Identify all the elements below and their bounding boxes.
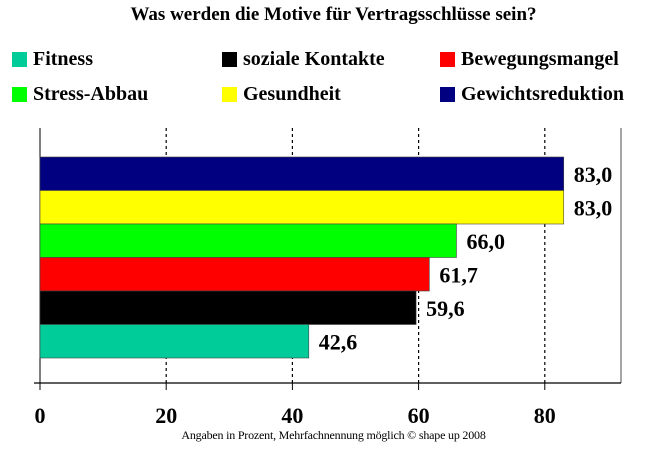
legend-swatch xyxy=(222,87,237,102)
legend-label: Gesundheit xyxy=(243,83,341,105)
footnote: Angaben in Prozent, Mehrfachnennung mögl… xyxy=(181,428,486,442)
chart-title: Was werden die Motive für Vertragsschlüs… xyxy=(130,4,537,25)
bar-stress-abbau xyxy=(39,223,457,258)
legend-label: Stress-Abbau xyxy=(33,83,149,105)
data-label: 83,0 xyxy=(574,162,613,187)
legend-item: Fitness xyxy=(12,48,93,71)
legend-item: Gewichtsreduktion xyxy=(440,83,624,106)
bar-gesundheit xyxy=(39,190,565,225)
bar-fitness xyxy=(39,324,310,359)
bar-bewegungsmangel xyxy=(39,257,430,292)
x-tick-label: 80 xyxy=(534,403,556,428)
legend-label: Bewegungsmangel xyxy=(461,48,619,70)
legend-label: Gewichtsreduktion xyxy=(461,83,624,105)
legend-swatch xyxy=(12,52,27,67)
legend-swatch xyxy=(222,52,237,67)
legend-item: Bewegungsmangel xyxy=(440,48,619,71)
legend-label: Fitness xyxy=(33,48,93,70)
x-tick-label: 20 xyxy=(155,403,177,428)
x-tick-label: 60 xyxy=(408,403,430,428)
bar-gewichtsreduktion xyxy=(39,156,565,191)
data-label: 42,6 xyxy=(319,329,358,354)
legend-item: Stress-Abbau xyxy=(12,83,148,106)
x-tick-label: 0 xyxy=(35,403,46,428)
legend-swatch xyxy=(440,52,455,67)
legend-item: soziale Kontakte xyxy=(222,48,385,71)
data-label: 83,0 xyxy=(574,195,613,220)
data-label: 59,6 xyxy=(426,296,465,321)
legend-swatch xyxy=(440,87,455,102)
x-tick-label: 40 xyxy=(281,403,303,428)
legend-swatch xyxy=(12,87,27,102)
data-label: 66,0 xyxy=(466,229,505,254)
data-label: 61,7 xyxy=(439,262,478,287)
legend-label: soziale Kontakte xyxy=(243,48,385,70)
bar-soziale kontakte xyxy=(39,290,417,325)
legend-item: Gesundheit xyxy=(222,83,341,106)
